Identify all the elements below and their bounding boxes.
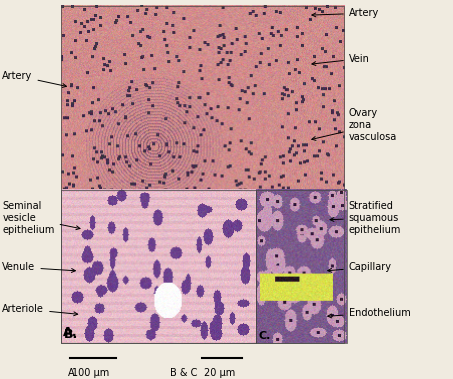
Bar [256, 190, 347, 343]
Text: C.: C. [258, 331, 270, 341]
Text: 100 μm: 100 μm [72, 368, 110, 377]
Text: B.: B. [63, 328, 77, 341]
Bar [61, 190, 256, 343]
Text: Endothelium: Endothelium [328, 308, 410, 318]
Text: Arteriole: Arteriole [2, 304, 78, 316]
Text: Ovary
zona
vasculosa: Ovary zona vasculosa [312, 108, 397, 142]
Text: Vein: Vein [312, 54, 370, 66]
Text: A: A [68, 368, 75, 377]
Text: 20 μm: 20 μm [204, 368, 235, 377]
Bar [61, 6, 344, 343]
Text: Artery: Artery [2, 71, 67, 88]
Text: B & C: B & C [170, 368, 197, 377]
Text: Artery: Artery [312, 8, 379, 18]
Text: Seminal
vesicle
epithelium: Seminal vesicle epithelium [2, 201, 80, 235]
Text: A.: A. [63, 326, 78, 339]
Text: Venule: Venule [2, 262, 75, 273]
Text: Capillary: Capillary [328, 262, 392, 272]
Text: Stratified
squamous
epithelium: Stratified squamous epithelium [330, 201, 401, 235]
